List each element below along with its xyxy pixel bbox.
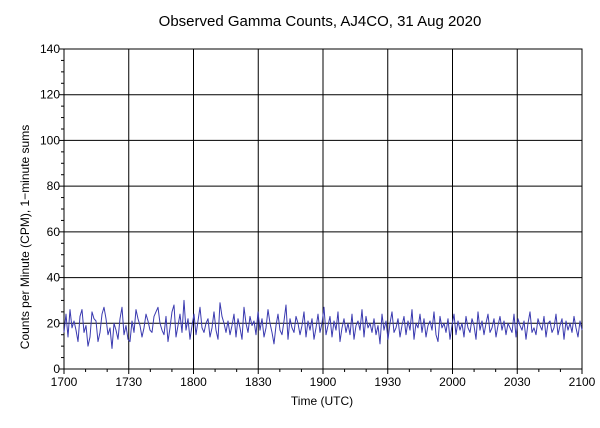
grid bbox=[64, 49, 582, 369]
x-axis-label: Time (UTC) bbox=[291, 394, 353, 408]
x-tick-label: 1930 bbox=[374, 375, 401, 389]
x-tick-label: 1730 bbox=[115, 375, 142, 389]
y-axis-label: Counts per Minute (CPM), 1−minute sums bbox=[18, 125, 32, 349]
series-line bbox=[63, 299, 583, 349]
axis-ticks bbox=[59, 48, 583, 374]
y-tick-label: 60 bbox=[47, 225, 61, 239]
x-tick-labels: 1700 1730 1800 1830 1900 1930 2000 2030 2100 bbox=[51, 375, 596, 389]
chart-title: Observed Gamma Counts, AJ4CO, 31 Aug 202… bbox=[159, 13, 482, 30]
x-tick-label: 1800 bbox=[180, 375, 207, 389]
y-tick-label: 0 bbox=[53, 362, 60, 376]
x-tick-label: 1700 bbox=[51, 375, 78, 389]
y-tick-label: 100 bbox=[40, 133, 60, 147]
x-tick-label: 1900 bbox=[310, 375, 337, 389]
y-tick-label: 40 bbox=[47, 271, 61, 285]
x-tick-label: 2100 bbox=[569, 375, 596, 389]
y-tick-label: 20 bbox=[47, 316, 61, 330]
series-layer bbox=[63, 299, 583, 349]
y-tick-labels: 0 20 40 60 80 100 120 140 bbox=[40, 42, 60, 376]
y-tick-label: 120 bbox=[40, 88, 60, 102]
x-tick-label: 1830 bbox=[245, 375, 272, 389]
x-tick-label: 2030 bbox=[504, 375, 531, 389]
x-tick-label: 2000 bbox=[439, 375, 466, 389]
y-tick-label: 140 bbox=[40, 42, 60, 56]
y-tick-label: 80 bbox=[47, 179, 61, 193]
